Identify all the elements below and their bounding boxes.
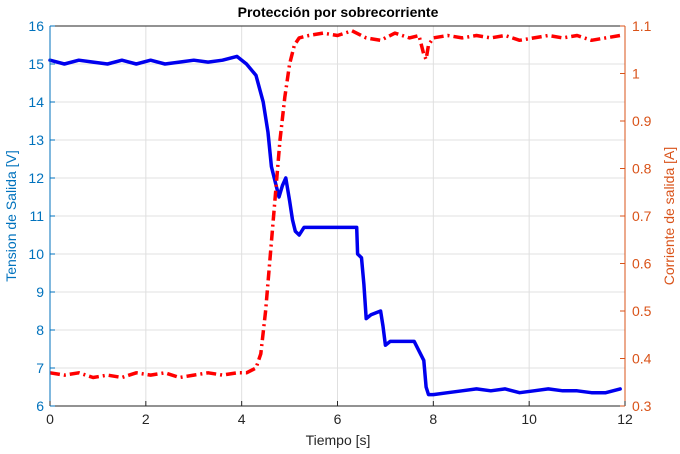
series-layer: [48, 29, 622, 397]
right-tick-label: 0.9: [632, 113, 652, 129]
left-axis-ticks: 6 7 8 9 10 11 12 13 14 15 16: [28, 18, 55, 414]
left-tick-label: 12: [28, 170, 44, 186]
x-axis-ticks: 0 2 4 6 8 10 12: [46, 401, 633, 427]
x-tick-label: 2: [142, 411, 150, 427]
left-tick-label: 6: [36, 398, 44, 414]
left-tick-label: 9: [36, 284, 44, 300]
right-tick-label: 0.4: [632, 351, 652, 367]
x-tick-label: 12: [617, 411, 633, 427]
chart-title: Protección por sobrecorriente: [238, 4, 439, 20]
x-tick-label: 8: [429, 411, 437, 427]
x-tick-label: 6: [334, 411, 342, 427]
x-axis-label: Tiempo [s]: [306, 432, 371, 448]
right-tick-label: 1: [632, 66, 640, 82]
right-tick-label: 0.6: [632, 256, 652, 272]
left-tick-label: 14: [28, 94, 44, 110]
left-tick-label: 10: [28, 246, 44, 262]
x-tick-label: 0: [46, 411, 54, 427]
x-tick-label: 4: [238, 411, 246, 427]
left-tick-label: 16: [28, 18, 44, 34]
right-axis-label: Corriente de salida [A]: [661, 147, 677, 286]
left-tick-label: 13: [28, 132, 44, 148]
right-tick-label: 0.8: [632, 161, 652, 177]
right-tick-label: 0.7: [632, 208, 652, 224]
right-tick-label: 0.5: [632, 303, 652, 319]
voltage-series-line: [48, 54, 622, 397]
left-tick-label: 11: [29, 208, 44, 224]
left-tick-label: 15: [28, 56, 44, 72]
current-series-line: [49, 29, 621, 380]
x-tick-label: 10: [521, 411, 537, 427]
right-tick-label: 1.1: [632, 18, 652, 34]
right-tick-label: 0.3: [632, 398, 652, 414]
left-axis-label: Tension de Salida [V]: [3, 150, 19, 282]
left-tick-label: 8: [36, 322, 44, 338]
right-axis-ticks: 0.3 0.4 0.5 0.6 0.7 0.8 0.9 1 1.1: [620, 18, 652, 414]
left-tick-label: 7: [36, 360, 44, 376]
